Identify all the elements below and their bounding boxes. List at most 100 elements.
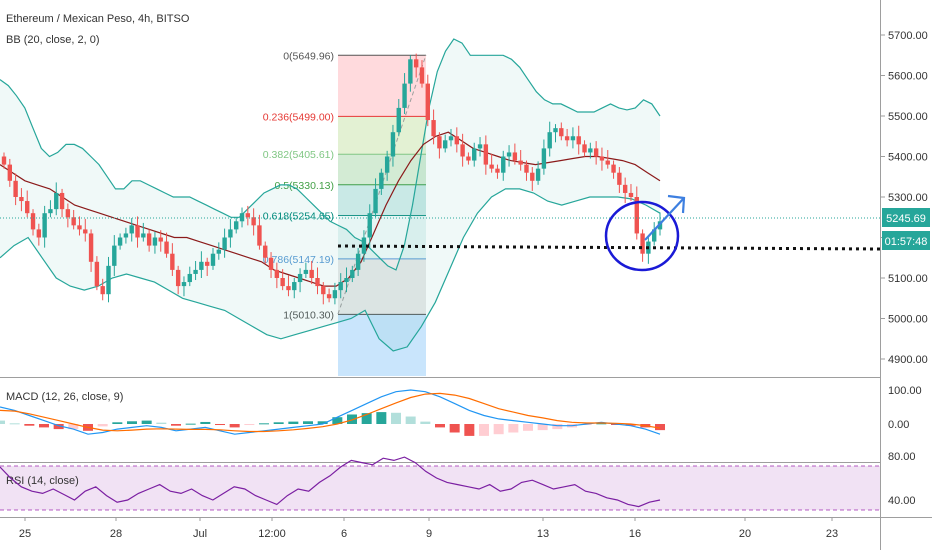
candle[interactable] [216, 242, 221, 260]
candle[interactable] [292, 278, 297, 299]
candle[interactable] [71, 209, 76, 230]
candle[interactable] [483, 135, 489, 175]
candle[interactable] [512, 143, 518, 165]
candle[interactable] [361, 230, 367, 262]
candle[interactable] [524, 160, 529, 181]
candle[interactable] [239, 207, 245, 228]
candle[interactable] [309, 260, 314, 285]
candle[interactable] [129, 218, 134, 242]
candle[interactable] [593, 141, 599, 165]
candle[interactable] [553, 124, 558, 143]
candle[interactable] [547, 121, 552, 157]
candle[interactable] [477, 137, 483, 157]
candle[interactable] [611, 160, 616, 179]
candle[interactable] [286, 275, 291, 297]
candle[interactable] [199, 251, 204, 278]
time-axis[interactable]: 25 28 Jul 12:00 6 9 13 16 20 23 [19, 517, 838, 540]
up-arrow-icon[interactable] [644, 194, 686, 241]
candle[interactable] [622, 177, 628, 204]
candle[interactable] [42, 205, 47, 248]
candle[interactable] [326, 288, 332, 303]
candle[interactable] [576, 125, 581, 155]
candle[interactable] [582, 140, 587, 157]
candle[interactable] [413, 53, 419, 78]
candle[interactable] [535, 161, 541, 185]
candle[interactable] [152, 231, 158, 254]
candle[interactable] [588, 142, 593, 159]
candle[interactable] [628, 184, 634, 202]
candle[interactable] [425, 74, 430, 127]
candle[interactable] [303, 262, 309, 278]
candle[interactable] [501, 150, 506, 181]
candle[interactable] [263, 241, 268, 264]
candle[interactable] [13, 173, 18, 206]
candle[interactable] [100, 278, 105, 301]
candle[interactable] [135, 216, 140, 248]
candle[interactable] [141, 222, 146, 242]
candle[interactable] [443, 134, 448, 153]
candle[interactable] [617, 167, 622, 193]
candle[interactable] [123, 227, 129, 244]
candle[interactable] [390, 124, 396, 167]
candle[interactable] [454, 127, 460, 153]
candle[interactable] [599, 147, 605, 171]
candle[interactable] [187, 266, 192, 287]
candle[interactable] [355, 248, 361, 276]
candle[interactable] [181, 276, 187, 297]
candle[interactable] [570, 127, 576, 149]
candle[interactable] [437, 132, 442, 159]
candle[interactable] [30, 209, 36, 236]
candle[interactable] [280, 269, 285, 291]
candle[interactable] [19, 188, 24, 212]
candle[interactable] [634, 186, 639, 240]
candle[interactable] [460, 133, 465, 167]
candle[interactable] [158, 230, 163, 252]
candle[interactable] [88, 229, 94, 272]
candle[interactable] [315, 267, 320, 295]
price-axis[interactable]: 5700.005600.005500.005400.005300.005200.… [880, 30, 928, 366]
candle[interactable] [94, 256, 100, 291]
candle[interactable] [396, 98, 401, 137]
candle[interactable] [640, 229, 645, 262]
candle[interactable] [204, 257, 210, 276]
candle[interactable] [332, 282, 338, 305]
candle[interactable] [228, 218, 233, 248]
candle[interactable] [495, 164, 500, 179]
candle[interactable] [164, 232, 169, 258]
candle[interactable] [448, 128, 454, 147]
candle[interactable] [106, 256, 111, 303]
candle[interactable] [472, 142, 477, 167]
candle[interactable] [564, 128, 570, 147]
candle[interactable] [83, 218, 88, 242]
candle[interactable] [367, 204, 372, 248]
candle[interactable] [251, 208, 256, 236]
candle[interactable] [321, 282, 326, 305]
candle[interactable] [59, 188, 65, 218]
candle[interactable] [489, 154, 494, 173]
candle[interactable] [419, 60, 425, 88]
candle[interactable] [605, 150, 610, 169]
candle[interactable] [559, 122, 564, 141]
candle[interactable] [431, 109, 436, 145]
candle[interactable] [384, 150, 390, 181]
candle[interactable] [65, 203, 71, 228]
candle[interactable] [541, 139, 547, 175]
candle[interactable] [170, 243, 175, 276]
candle[interactable] [274, 262, 280, 289]
candle[interactable] [344, 267, 349, 293]
candle[interactable] [506, 145, 512, 167]
candle[interactable] [245, 205, 251, 226]
candle[interactable] [210, 248, 216, 270]
candle[interactable] [48, 200, 53, 218]
candle[interactable] [408, 55, 413, 92]
candle[interactable] [530, 167, 535, 191]
candle[interactable] [373, 178, 378, 218]
candle[interactable] [175, 265, 181, 295]
price-candles[interactable] [1, 53, 663, 305]
candle[interactable] [518, 150, 523, 171]
candle[interactable] [7, 158, 13, 187]
candle[interactable] [402, 73, 407, 114]
candle[interactable] [651, 222, 657, 246]
candle[interactable] [268, 252, 274, 278]
